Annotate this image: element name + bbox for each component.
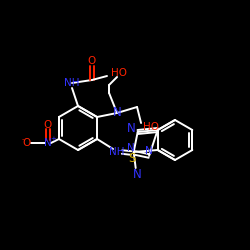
Text: O: O	[44, 120, 52, 130]
Text: N: N	[127, 122, 136, 134]
Text: N: N	[44, 138, 52, 148]
Text: NH: NH	[109, 147, 125, 157]
Text: HO: HO	[143, 122, 159, 132]
Text: NH: NH	[64, 78, 80, 88]
Text: -: -	[22, 136, 24, 142]
Text: +: +	[50, 136, 56, 142]
Text: N: N	[133, 168, 142, 180]
Text: N: N	[145, 146, 153, 156]
Text: N: N	[127, 143, 135, 153]
Text: S: S	[128, 152, 135, 166]
Text: O: O	[88, 56, 96, 66]
Text: N: N	[113, 106, 122, 120]
Text: O: O	[23, 138, 31, 148]
Text: HO: HO	[111, 68, 127, 78]
